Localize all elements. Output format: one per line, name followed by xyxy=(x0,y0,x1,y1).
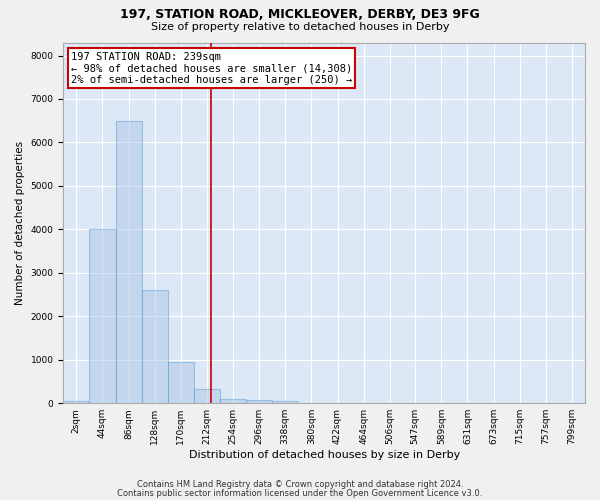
Text: 197 STATION ROAD: 239sqm
← 98% of detached houses are smaller (14,308)
2% of sem: 197 STATION ROAD: 239sqm ← 98% of detach… xyxy=(71,52,352,84)
Text: 197, STATION ROAD, MICKLEOVER, DERBY, DE3 9FG: 197, STATION ROAD, MICKLEOVER, DERBY, DE… xyxy=(120,8,480,20)
Text: Size of property relative to detached houses in Derby: Size of property relative to detached ho… xyxy=(151,22,449,32)
Bar xyxy=(272,401,298,403)
Bar xyxy=(89,230,116,403)
Text: Contains public sector information licensed under the Open Government Licence v3: Contains public sector information licen… xyxy=(118,489,482,498)
Bar xyxy=(63,401,89,403)
Y-axis label: Number of detached properties: Number of detached properties xyxy=(15,141,25,305)
Bar xyxy=(220,399,246,403)
Bar xyxy=(194,390,220,403)
Bar xyxy=(116,120,142,403)
X-axis label: Distribution of detached houses by size in Derby: Distribution of detached houses by size … xyxy=(188,450,460,460)
Bar xyxy=(246,400,272,403)
Bar xyxy=(142,290,168,403)
Text: Contains HM Land Registry data © Crown copyright and database right 2024.: Contains HM Land Registry data © Crown c… xyxy=(137,480,463,489)
Bar xyxy=(168,362,194,403)
